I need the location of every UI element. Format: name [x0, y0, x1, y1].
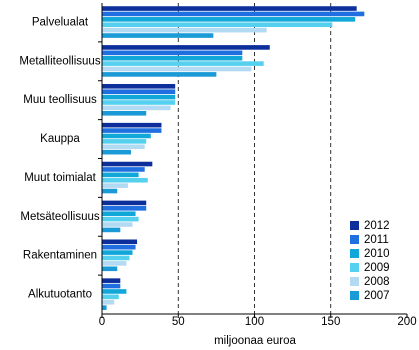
bar: [102, 244, 136, 250]
bar: [102, 200, 147, 206]
bar: [102, 227, 121, 233]
x-tick-label: 0: [99, 316, 105, 328]
bar: [102, 167, 145, 172]
legend-label: 2010: [364, 248, 390, 260]
bar: [102, 299, 115, 305]
legend-label: 2012: [364, 220, 390, 232]
bar: [102, 289, 127, 294]
bar: [102, 250, 133, 255]
bar: [102, 133, 151, 139]
legend-swatch: [350, 249, 359, 258]
bar: [102, 261, 127, 266]
bar: [102, 66, 252, 72]
bar: [102, 83, 176, 89]
bar: [102, 211, 136, 217]
bar: [102, 45, 270, 50]
bar: [102, 27, 267, 33]
bar: [102, 94, 176, 100]
legend-swatch: [350, 263, 359, 272]
bar: [102, 188, 118, 194]
bar: [102, 55, 243, 61]
bar: [102, 206, 147, 211]
x-tick-label: 50: [172, 316, 185, 328]
bar: [102, 149, 131, 155]
x-tick-label: 200: [397, 316, 416, 328]
legend-label: 2011: [364, 234, 389, 246]
bar: [102, 144, 145, 150]
bar: [102, 100, 176, 105]
bar: [102, 283, 121, 289]
bar: [102, 61, 264, 66]
bar: [102, 11, 365, 17]
bar: [102, 305, 107, 310]
bar: [102, 110, 147, 116]
bar: [102, 183, 128, 188]
bar: [102, 128, 162, 133]
bar: [102, 22, 333, 28]
bar: [102, 72, 217, 77]
legend-label: 2009: [364, 262, 390, 274]
y-tick-label: Metsäteollisuus: [20, 211, 100, 223]
y-tick-label: Kauppa: [40, 133, 80, 145]
y-tick-label: Muu teollisuus: [23, 94, 97, 106]
legend-label: 2008: [364, 276, 390, 288]
x-tick-label: 150: [321, 316, 340, 328]
bar: [102, 278, 121, 283]
y-tick-label: Muut toimialat: [24, 172, 96, 184]
y-tick-label: Alkutuotanto: [28, 289, 92, 301]
y-tick-label: Rakentaminen: [23, 250, 97, 262]
bar: [102, 33, 214, 38]
bar: [102, 294, 119, 300]
bar: [102, 122, 162, 128]
y-tick-label: Palvelualat: [32, 16, 89, 28]
bar: [102, 17, 356, 22]
bar: [102, 50, 243, 56]
legend-swatch: [350, 235, 359, 244]
y-tick-label: Metalliteollisuus: [19, 55, 100, 67]
legend-swatch: [350, 221, 359, 230]
legend-swatch: [350, 291, 359, 300]
x-axis-label: miljoonaa euroa: [214, 335, 296, 347]
bar: [102, 105, 171, 111]
legend-swatch: [350, 277, 359, 286]
bar: [102, 6, 357, 11]
x-tick-label: 100: [245, 316, 264, 328]
bar: [102, 222, 133, 227]
bar: [102, 172, 139, 178]
bar: [102, 255, 130, 261]
bar: [102, 216, 139, 222]
bar: [102, 239, 138, 245]
bar: [102, 139, 147, 144]
bar: [102, 89, 176, 94]
bar: [102, 266, 118, 272]
bar: [102, 177, 148, 183]
bar: [102, 161, 153, 167]
legend-label: 2007: [364, 290, 390, 302]
